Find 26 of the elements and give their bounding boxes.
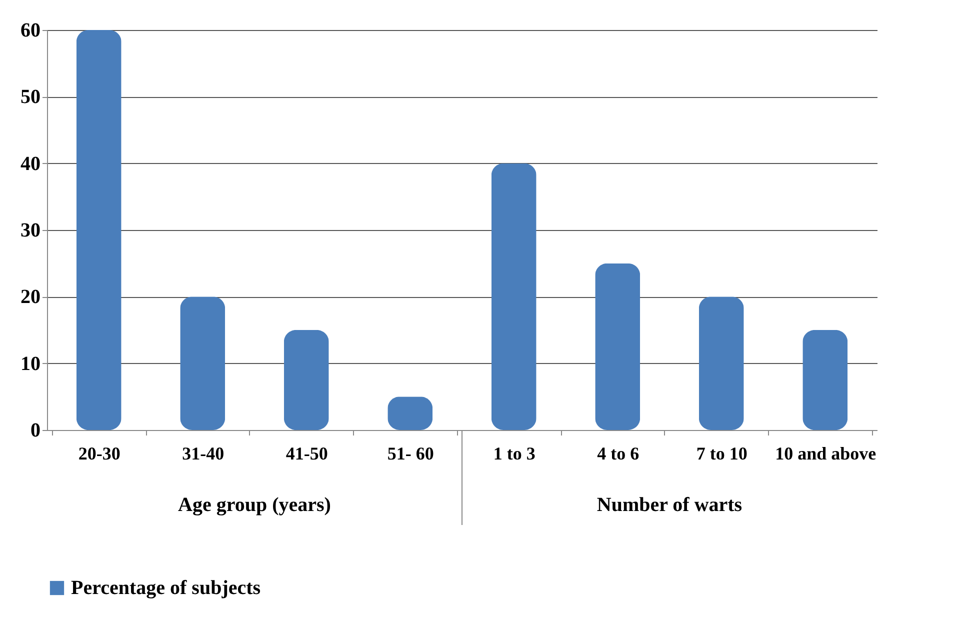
y-tick-label: 0 — [30, 420, 40, 442]
bar — [802, 330, 848, 430]
y-tick-label: 30 — [20, 220, 40, 242]
y-tick-label: 60 — [20, 20, 40, 42]
x-tick-label: 51- 60 — [387, 444, 434, 464]
bar — [491, 163, 536, 430]
bar — [180, 296, 226, 430]
x-tick-label: 20-30 — [78, 444, 120, 464]
y-tick-label: 20 — [20, 286, 40, 308]
x-tick-label: 31-40 — [182, 444, 224, 464]
y-tick-label: 10 — [20, 352, 40, 375]
bar — [76, 30, 122, 430]
bar — [388, 396, 433, 430]
bar — [284, 330, 329, 430]
x-tick-label: 10 and above — [775, 444, 876, 464]
x-tick-label: 1 to 3 — [493, 444, 536, 464]
x-tick-label: 7 to 10 — [696, 444, 748, 464]
bar — [698, 296, 744, 430]
text: Age group (years) — [178, 494, 331, 516]
y-tick-label: 50 — [20, 86, 40, 108]
bar — [595, 263, 640, 430]
x-tick-label: 4 to 6 — [597, 444, 640, 464]
x-tick-label: 41-50 — [286, 444, 328, 464]
y-tick-label: 40 — [20, 152, 40, 175]
legend-label: Percentage of subjects — [71, 577, 261, 599]
text: Number of warts — [596, 494, 742, 516]
